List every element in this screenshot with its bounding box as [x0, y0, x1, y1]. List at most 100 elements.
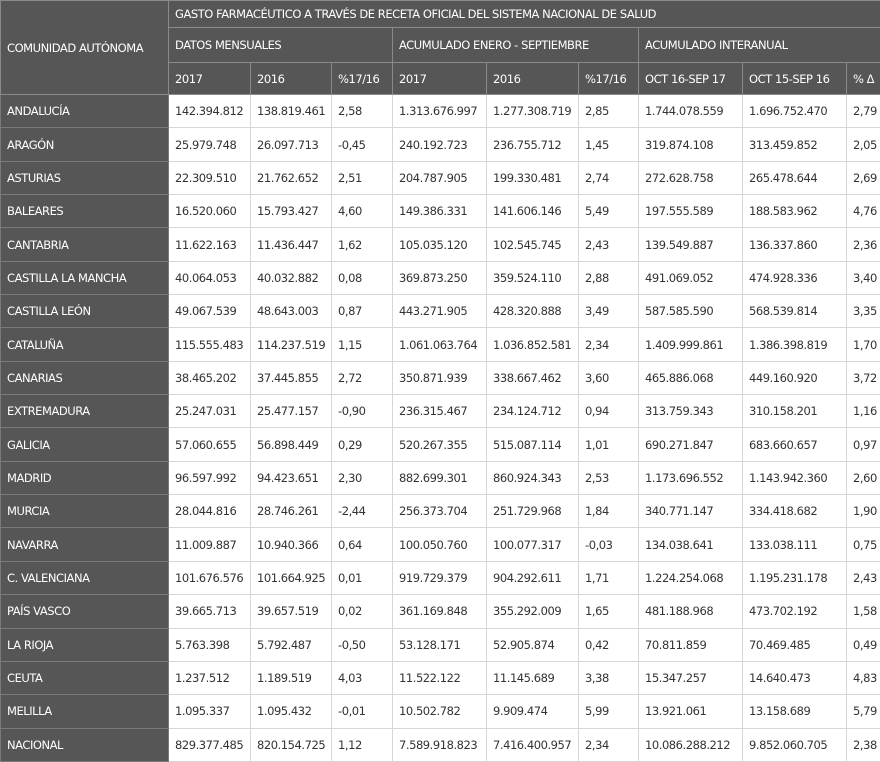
table-cell: 1.095.432: [251, 695, 332, 728]
table-cell: 1,70: [847, 328, 880, 361]
table-cell: -0,03: [579, 528, 639, 561]
table-cell: 820.154.725: [251, 728, 332, 761]
table-cell: 0,75: [847, 528, 880, 561]
table-cell: 449.160.920: [743, 361, 847, 394]
table-cell: 443.271.905: [393, 295, 487, 328]
table-cell: 0,49: [847, 628, 880, 661]
group-header: ACUMULADO INTERANUAL: [639, 28, 880, 63]
table-cell: 1.036.852.581: [487, 328, 579, 361]
region-name: CASTILLA LA MANCHA: [1, 261, 169, 294]
table-cell: 2,53: [579, 461, 639, 494]
table-cell: 5.792.487: [251, 628, 332, 661]
table-cell: 1.744.078.559: [639, 95, 743, 128]
table-cell: 40.064.053: [169, 261, 251, 294]
table-cell: 473.702.192: [743, 595, 847, 628]
table-cell: 334.418.682: [743, 495, 847, 528]
table-cell: 101.676.576: [169, 561, 251, 594]
table-cell: 2,36: [847, 228, 880, 261]
table-cell: -0,01: [332, 695, 393, 728]
table-cell: 26.097.713: [251, 128, 332, 161]
table-cell: 340.771.147: [639, 495, 743, 528]
table-cell: 52.905.874: [487, 628, 579, 661]
column-header: 2016: [487, 63, 579, 95]
table-cell: 1.095.337: [169, 695, 251, 728]
table-cell: 1.386.398.819: [743, 328, 847, 361]
region-name: CATALUÑA: [1, 328, 169, 361]
column-header: OCT 16-SEP 17: [639, 63, 743, 95]
table-cell: 1,71: [579, 561, 639, 594]
table-cell: 4,76: [847, 195, 880, 228]
table-cell: 2,79: [847, 95, 880, 128]
column-header: %17/16: [579, 63, 639, 95]
table-cell: 3,49: [579, 295, 639, 328]
table-cell: 1,58: [847, 595, 880, 628]
table-cell: 313.759.343: [639, 395, 743, 428]
table-cell: 10.940.366: [251, 528, 332, 561]
table-cell: 136.337.860: [743, 228, 847, 261]
region-name: BALEARES: [1, 195, 169, 228]
table-cell: 256.373.704: [393, 495, 487, 528]
table-cell: 0,02: [332, 595, 393, 628]
table-cell: 520.267.355: [393, 428, 487, 461]
table-cell: 7.416.400.957: [487, 728, 579, 761]
table-cell: 2,34: [579, 328, 639, 361]
table-cell: -0,90: [332, 395, 393, 428]
table-cell: 3,72: [847, 361, 880, 394]
column-header: 2017: [169, 63, 251, 95]
table-cell: 4,03: [332, 661, 393, 694]
table-cell: 2,51: [332, 161, 393, 194]
table-cell: 1.696.752.470: [743, 95, 847, 128]
table-cell: 0,97: [847, 428, 880, 461]
table-cell: 25.247.031: [169, 395, 251, 428]
table-cell: 2,72: [332, 361, 393, 394]
table-cell: 3,35: [847, 295, 880, 328]
table-cell: 0,87: [332, 295, 393, 328]
table-cell: 1.224.254.068: [639, 561, 743, 594]
table-cell: 11.009.887: [169, 528, 251, 561]
table-cell: 1,65: [579, 595, 639, 628]
table-cell: 2,60: [847, 461, 880, 494]
table-cell: 587.585.590: [639, 295, 743, 328]
table-cell: 138.819.461: [251, 95, 332, 128]
region-name: MADRID: [1, 461, 169, 494]
region-name: ARAGÓN: [1, 128, 169, 161]
table-cell: 5.763.398: [169, 628, 251, 661]
table-cell: 1,84: [579, 495, 639, 528]
table-cell: -0,45: [332, 128, 393, 161]
table-cell: 338.667.462: [487, 361, 579, 394]
table-cell: 234.124.712: [487, 395, 579, 428]
table-cell: 515.087.114: [487, 428, 579, 461]
table-cell: 7.589.918.823: [393, 728, 487, 761]
table-cell: 2,58: [332, 95, 393, 128]
table-cell: 56.898.449: [251, 428, 332, 461]
table-cell: 860.924.343: [487, 461, 579, 494]
table-cell: 2,30: [332, 461, 393, 494]
table-cell: 5,49: [579, 195, 639, 228]
table-cell: -2,44: [332, 495, 393, 528]
table-cell: 105.035.120: [393, 228, 487, 261]
table-cell: 1,45: [579, 128, 639, 161]
table-cell: 94.423.651: [251, 461, 332, 494]
table-cell: 355.292.009: [487, 595, 579, 628]
column-header: 2017: [393, 63, 487, 95]
column-header: OCT 15-SEP 16: [743, 63, 847, 95]
table-cell: 22.309.510: [169, 161, 251, 194]
table-cell: 133.038.111: [743, 528, 847, 561]
table-cell: 1.173.696.552: [639, 461, 743, 494]
table-cell: 28.044.816: [169, 495, 251, 528]
column-header: %17/16: [332, 63, 393, 95]
table-cell: 4,60: [332, 195, 393, 228]
table-cell: 251.729.968: [487, 495, 579, 528]
table-cell: 11.145.689: [487, 661, 579, 694]
table-cell: 114.237.519: [251, 328, 332, 361]
